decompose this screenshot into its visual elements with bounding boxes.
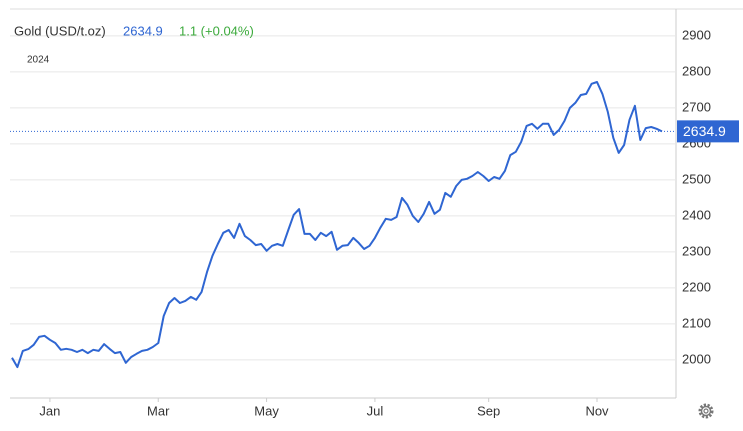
- x-tick-label: Nov: [585, 403, 609, 418]
- y-tick-label: 2800: [682, 63, 711, 78]
- y-tick-label: 2300: [682, 243, 711, 258]
- price-line: [11, 81, 663, 369]
- price-tag-label: 2634.9: [683, 123, 726, 139]
- x-tick-label: Sep: [477, 403, 500, 418]
- x-tick-label: Jan: [39, 403, 60, 418]
- y-tick-label: 2200: [682, 279, 711, 294]
- last-price: 2634.9: [123, 23, 163, 38]
- y-tick-label: 2900: [682, 27, 711, 42]
- year-label: 2024: [27, 55, 50, 66]
- y-tick-label: 2700: [682, 99, 711, 114]
- settings-button[interactable]: [698, 403, 714, 419]
- y-tick-label: 2500: [682, 171, 711, 186]
- x-tick-label: Mar: [147, 403, 170, 418]
- price-change: 1.1 (+0.04%): [179, 23, 254, 38]
- y-tick-label: 2400: [682, 207, 711, 222]
- gear-teeth: [698, 403, 714, 419]
- y-tick-label: 2100: [682, 315, 711, 330]
- gear-hub: [703, 408, 709, 414]
- x-tick-label: Jul: [367, 403, 384, 418]
- y-tick-label: 2000: [682, 351, 711, 366]
- price-tag: [677, 120, 739, 143]
- x-tick-label: May: [254, 403, 279, 418]
- gear-ring: [700, 405, 712, 417]
- instrument-name: Gold (USD/t.oz): [14, 23, 106, 38]
- grid: [10, 35, 676, 361]
